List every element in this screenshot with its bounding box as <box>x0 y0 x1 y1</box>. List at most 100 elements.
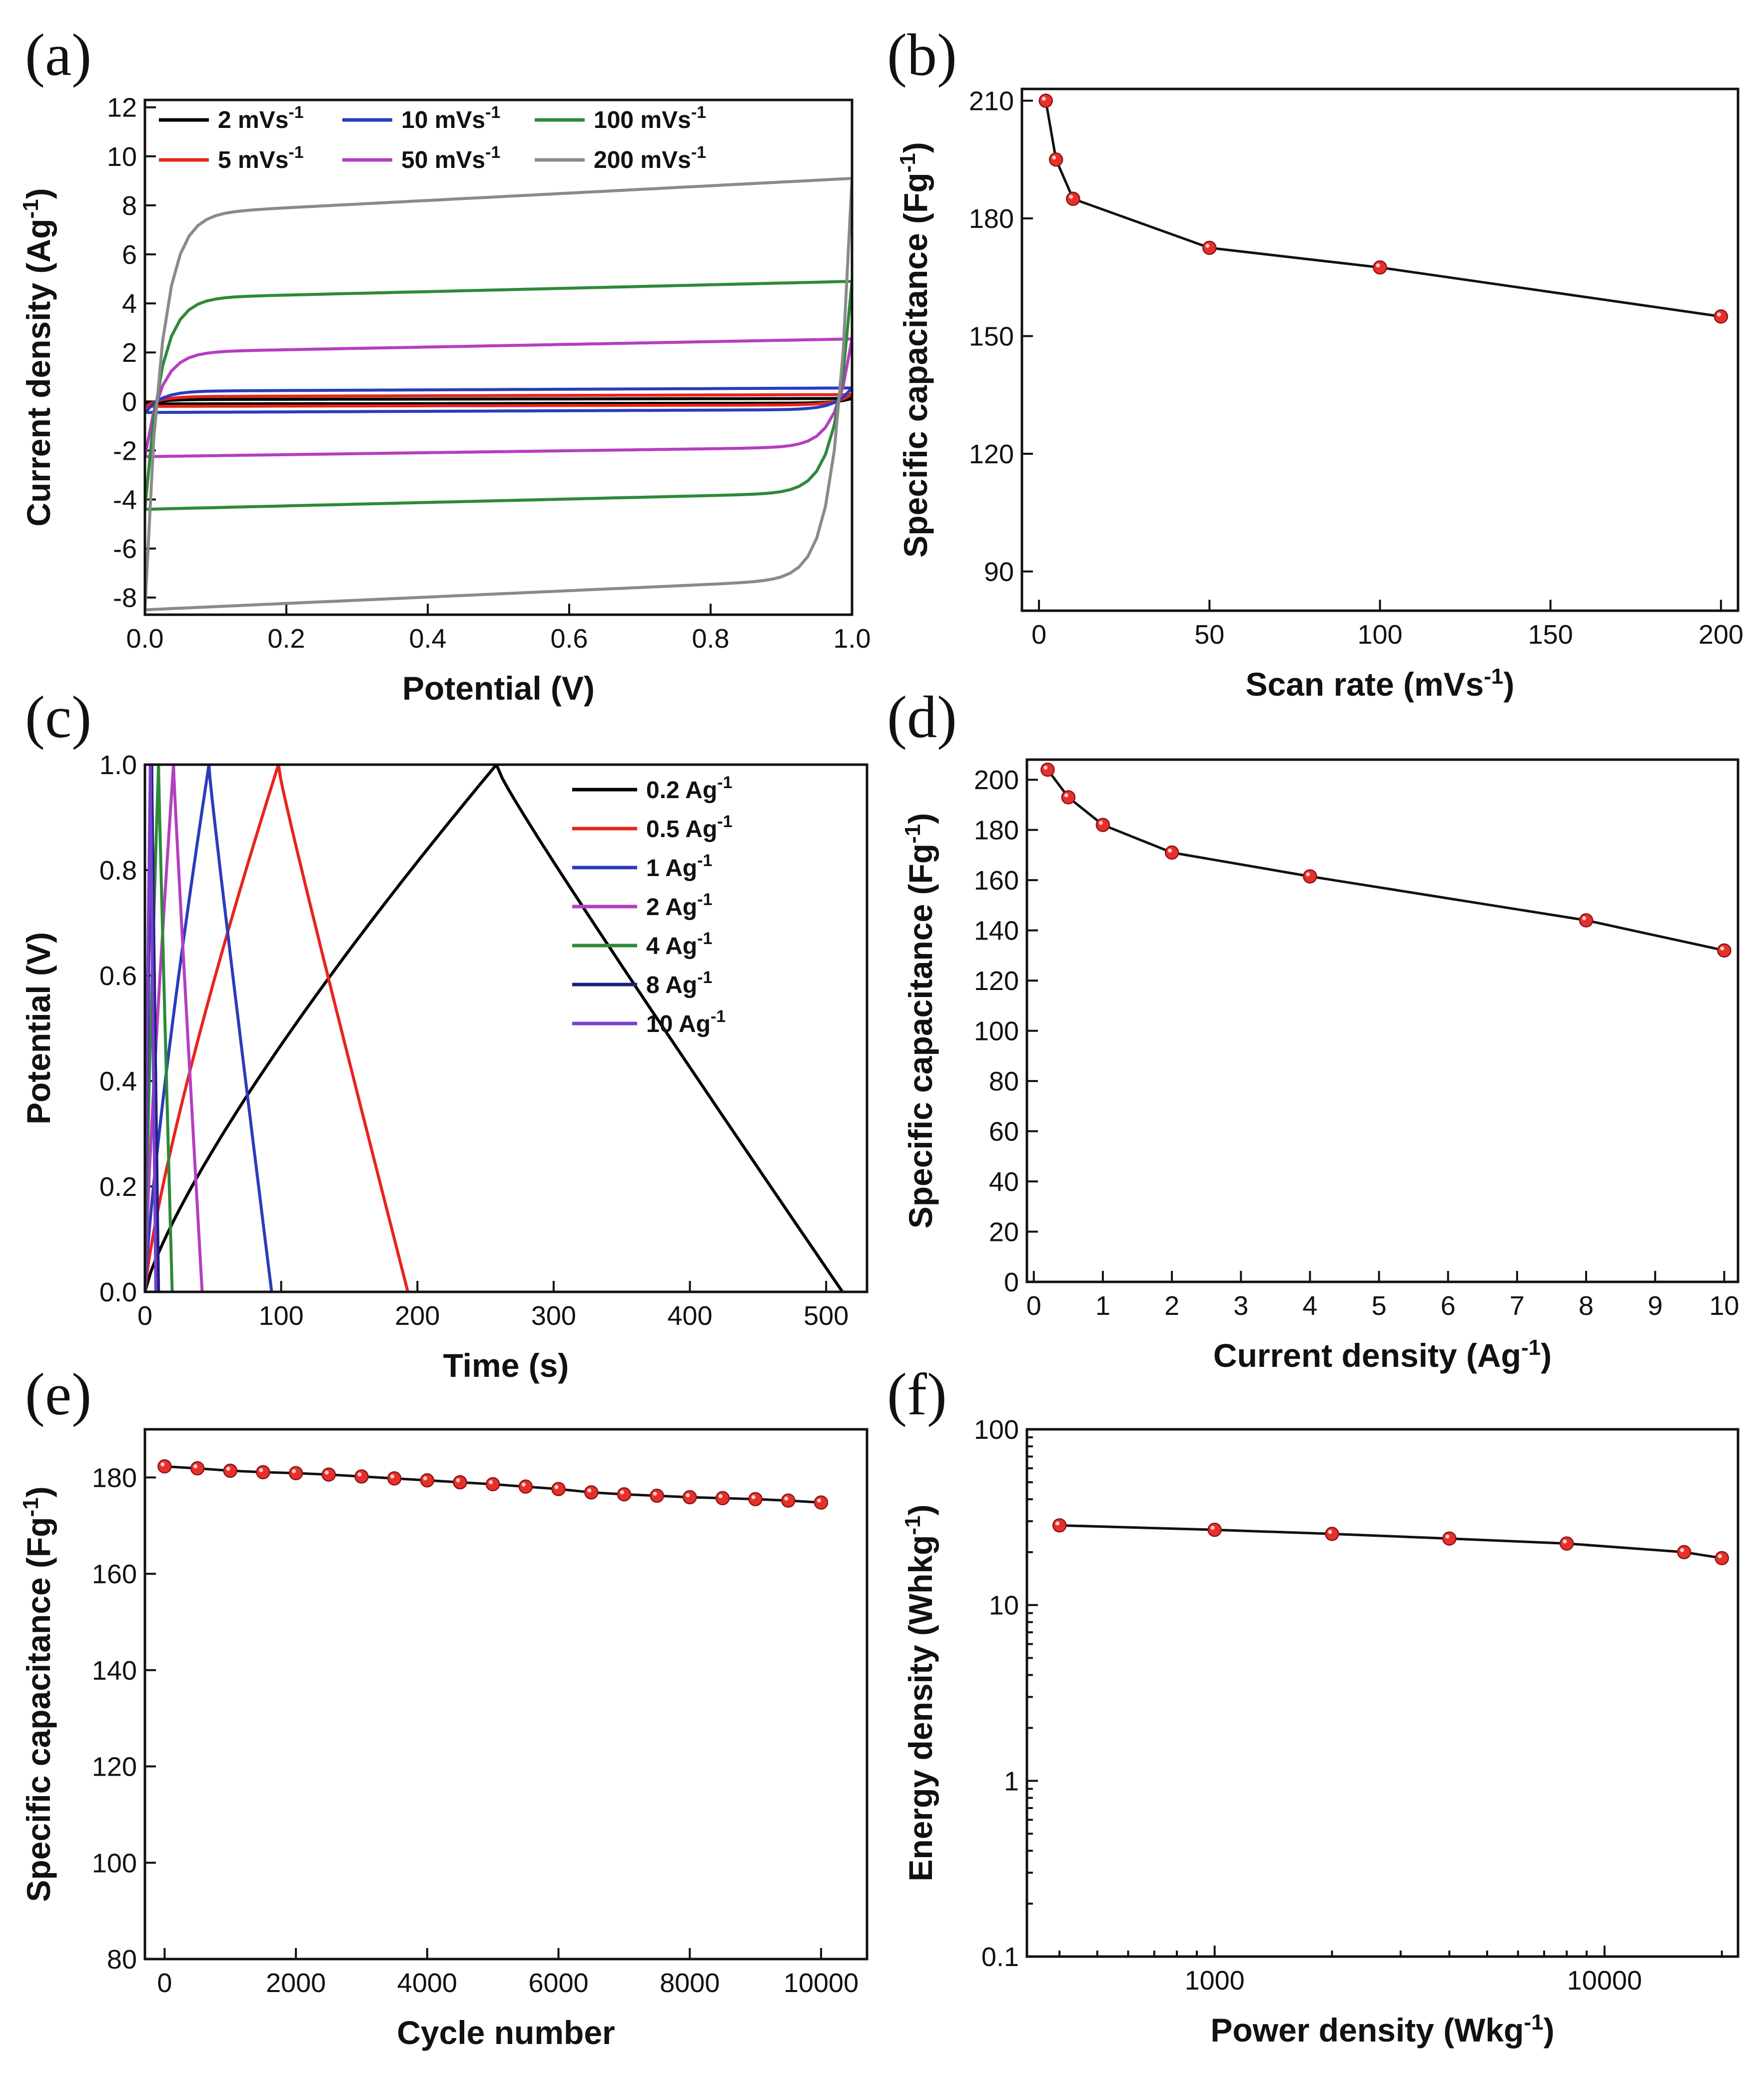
x-tick-label: 4000 <box>397 1968 457 1998</box>
data-point-highlight <box>1210 1526 1215 1530</box>
x-tick-label: 0 <box>157 1968 172 1998</box>
panel-label-d: (d) <box>887 684 957 750</box>
y-tick-label: 1 <box>1004 1766 1019 1796</box>
legend-label-sup: -1 <box>485 103 500 122</box>
data-point <box>1677 1545 1692 1560</box>
legend-label-name: 2 mVs <box>218 107 288 133</box>
y-tick-label: -4 <box>113 485 137 515</box>
legend-label-sup: -1 <box>288 143 303 162</box>
y-tick-label: 10 <box>107 142 137 172</box>
data-point <box>1040 762 1055 777</box>
y-tick-label: 180 <box>92 1463 137 1493</box>
data-point <box>1164 845 1179 860</box>
data-point <box>518 1479 533 1494</box>
y-axis-title-superscript: -1 <box>18 1497 43 1517</box>
y-axis-title-superscript: -1 <box>900 1515 925 1535</box>
data-point <box>223 1463 238 1478</box>
y-axis-title-end: ) <box>902 1504 939 1515</box>
legend-label-name: 2 Ag <box>646 894 697 921</box>
y-tick-label: 0.0 <box>99 1277 137 1307</box>
x-axis-title-end: ) <box>1504 666 1515 703</box>
data-point-highlight <box>817 1498 822 1503</box>
data-point-highlight <box>1720 946 1725 951</box>
y-tick-label: 210 <box>969 86 1014 116</box>
panel-d: (d)0 1 2 3 4 5 6 7 8 9 100204060801001201401601802… <box>887 684 1740 1374</box>
x-tick-label: 100 <box>259 1301 304 1331</box>
data-point-highlight <box>259 1468 263 1472</box>
legend-label-sup: -1 <box>717 812 732 831</box>
y-tick-label: 8 <box>122 191 137 221</box>
data-point <box>584 1485 599 1500</box>
data-point-highlight <box>719 1494 723 1498</box>
y-tick-label: 120 <box>969 439 1014 469</box>
x-axis-title: Scan rate (mVs-1) <box>1246 664 1515 703</box>
x-axis-title: Potential (V) <box>402 670 595 707</box>
panel-label-f: (f) <box>887 1361 947 1427</box>
x-tick-label: 7 <box>1510 1291 1525 1321</box>
y-tick-label: 60 <box>989 1117 1019 1147</box>
y-tick-label: 80 <box>989 1066 1019 1096</box>
data-point <box>321 1467 336 1482</box>
legend-label-sup: -1 <box>697 851 712 870</box>
data-point-highlight <box>1563 1539 1567 1544</box>
cv-curve-5 <box>145 280 852 511</box>
legend-label: 10 Ag-1 <box>646 1007 726 1038</box>
plot-area-e <box>157 1459 829 1510</box>
data-point <box>1303 869 1317 884</box>
y-axis-title: Energy density (Whkg-1) <box>900 1504 939 1881</box>
x-tick-label: 50 <box>1194 620 1224 650</box>
y-tick-label: 180 <box>974 816 1019 846</box>
data-point <box>485 1477 500 1492</box>
data-point <box>1325 1527 1339 1541</box>
data-point-highlight <box>1052 155 1056 160</box>
data-point <box>420 1473 435 1488</box>
gcd-curve-7 <box>145 765 157 1292</box>
data-point <box>1052 1518 1067 1533</box>
legend-label: 100 mVs-1 <box>594 103 706 133</box>
y-tick-label: 0.6 <box>99 961 137 991</box>
cv-curve-4 <box>145 337 852 458</box>
y-axis-title: Potential (V) <box>20 932 57 1124</box>
y-tick-label: 0.1 <box>981 1942 1019 1972</box>
x-tick-label: 1000 <box>1185 1966 1245 1996</box>
plot-frame <box>1020 87 1740 612</box>
x-tick-label: 1 <box>1095 1291 1110 1321</box>
legend-label-name: 4 Ag <box>646 933 697 960</box>
y-axis-title-main: Current density (Ag <box>20 219 57 527</box>
gcd-curve-1 <box>145 765 844 1292</box>
panel-label-e: (e) <box>25 1361 91 1427</box>
plot-frame <box>1025 758 1740 1283</box>
data-point-highlight <box>1306 872 1310 877</box>
legend-label: 5 mVs-1 <box>218 143 304 173</box>
y-tick-label: 100 <box>974 1415 1019 1445</box>
data-point-highlight <box>1328 1530 1332 1534</box>
x-tick-label: 200 <box>1699 620 1744 650</box>
data-point-highlight <box>324 1470 329 1475</box>
plot-frame <box>143 1428 869 1961</box>
y-tick-label: 4 <box>122 289 137 319</box>
y-tick-label: 150 <box>969 322 1014 352</box>
y-tick-label: 100 <box>92 1848 137 1878</box>
cv-curve-2 <box>145 393 852 408</box>
data-point <box>1048 152 1063 167</box>
panel-label-c: (c) <box>25 684 91 750</box>
legend-label-sup: -1 <box>697 890 712 909</box>
x-tick-label: 500 <box>804 1301 849 1331</box>
data-point <box>1579 913 1594 928</box>
x-axis-title: Current density (Ag-1) <box>1213 1335 1552 1374</box>
y-tick-label: 40 <box>989 1167 1019 1197</box>
data-point-highlight <box>653 1491 657 1496</box>
data-point-highlight <box>686 1493 690 1497</box>
data-point <box>1095 818 1110 832</box>
data-point-highlight <box>1680 1548 1685 1552</box>
data-point <box>1061 790 1076 805</box>
x-tick-label: 5 <box>1372 1291 1387 1321</box>
data-point <box>781 1493 796 1508</box>
data-point <box>387 1471 402 1486</box>
y-tick-label: 100 <box>974 1017 1019 1046</box>
y-tick-label: 140 <box>974 916 1019 946</box>
y-axis-title-end: ) <box>902 813 939 824</box>
legend-label-name: 8 Ag <box>646 972 697 999</box>
data-point-highlight <box>1717 312 1721 317</box>
